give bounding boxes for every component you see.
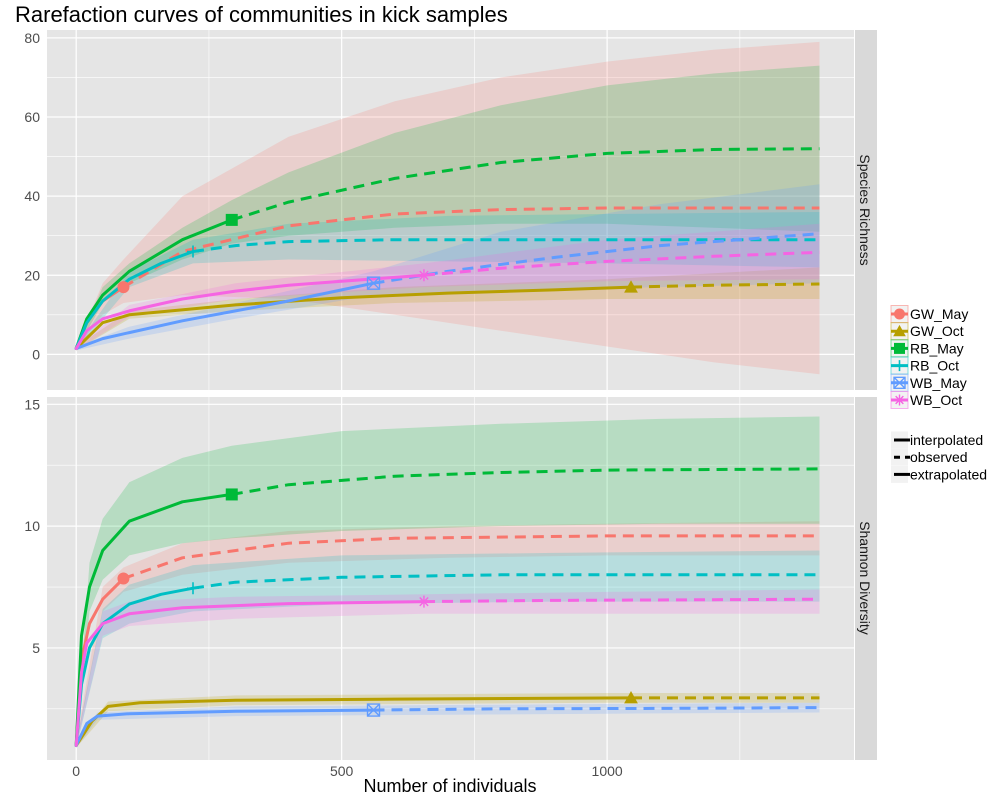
legend-item-extrapolated: extrapolated — [891, 465, 987, 483]
line-interpolated-WB_Oct — [74, 273, 426, 350]
facet-strip — [855, 397, 877, 760]
legend-item-RB_Oct: RB_Oct — [890, 356, 959, 375]
observed-points — [117, 213, 638, 294]
legend-label: observed — [910, 449, 968, 465]
line-interpolated-WB_May — [74, 281, 375, 350]
y-tick-label: 20 — [24, 267, 40, 283]
observed-point-GW_May — [117, 281, 130, 294]
facet-strip — [855, 30, 877, 390]
line-extrapolated-WB_Oct — [423, 250, 820, 277]
legend-key-shape — [894, 360, 905, 372]
y-tick-label: 10 — [24, 518, 40, 534]
legend-label: WB_Oct — [910, 392, 962, 408]
series-lines — [74, 467, 820, 747]
y-tick-label: 5 — [32, 640, 40, 656]
observed-point-RB_May — [225, 213, 238, 226]
x-tick-label: 0 — [72, 763, 80, 779]
line-extrapolated-GW_May — [123, 534, 820, 580]
observed-point-RB_Oct — [187, 245, 200, 258]
facet-label: Species Richness — [857, 154, 873, 265]
y-tick-label: 80 — [24, 30, 40, 46]
line-extrapolated-RB_Oct — [192, 573, 820, 590]
legend-item-observed: observed — [891, 448, 968, 466]
chart-title: Rarefaction curves of communities in kic… — [15, 2, 508, 27]
x-axis-title: Number of individuals — [363, 776, 536, 796]
y-tick-label: 0 — [32, 346, 40, 362]
line-extrapolated-WB_May — [373, 232, 820, 285]
ribbon-RB_May — [76, 65, 820, 351]
observed-point-GW_Oct — [624, 280, 638, 293]
y-tick-labels: 5 10 15 — [24, 396, 40, 656]
series-lines — [74, 147, 820, 350]
line-extrapolated-WB_May — [373, 706, 820, 712]
line-interpolated-RB_May — [74, 492, 234, 747]
ribbon-GW_May — [76, 521, 820, 748]
gridlines — [47, 30, 854, 390]
legend-key-shape — [894, 394, 905, 406]
legend-label: interpolated — [910, 432, 983, 448]
observed-point-GW_May — [117, 572, 130, 585]
observed-point-WB_May — [366, 276, 381, 290]
y-tick-label: 60 — [24, 109, 40, 125]
observed-point-RB_Oct — [187, 582, 200, 595]
line-interpolated-WB_Oct — [74, 600, 426, 747]
panel-species-richness: 0 20 40 60 80 Species Richness — [24, 30, 877, 390]
observed-points — [117, 488, 638, 717]
ribbon-WB_May — [76, 184, 820, 351]
legend-item-interpolated: interpolated — [891, 431, 983, 449]
legend-item-WB_May: WB_May — [890, 373, 967, 392]
legend-item-WB_Oct: WB_Oct — [890, 391, 962, 409]
observed-point-RB_May — [225, 488, 238, 501]
legend-label: WB_May — [910, 375, 967, 391]
ribbon-WB_Oct — [76, 589, 820, 748]
x-tick-label: 500 — [330, 763, 354, 779]
legend-label: RB_Oct — [910, 358, 959, 374]
legend-label: extrapolated — [910, 466, 987, 482]
legend-label: RB_May — [910, 340, 964, 356]
ribbon-WB_May — [76, 702, 820, 748]
legend-key-shape — [893, 324, 906, 337]
observed-point-GW_Oct — [624, 690, 638, 704]
facet-label: Shannon Diversity — [857, 521, 873, 635]
legend-label: GW_May — [910, 306, 968, 322]
line-extrapolated-RB_Oct — [192, 238, 820, 253]
line-extrapolated-RB_May — [231, 467, 820, 496]
legend-item-GW_Oct: GW_Oct — [890, 322, 964, 341]
panel-background — [47, 30, 854, 390]
x-tick-labels: 0 500 1000 — [72, 763, 623, 779]
legend-key-shape — [894, 308, 905, 320]
line-extrapolated-GW_Oct — [630, 282, 820, 289]
y-tick-label: 40 — [24, 188, 40, 204]
y-tick-label: 15 — [24, 396, 40, 412]
line-interpolated-WB_May — [74, 708, 375, 747]
observed-point-WB_Oct — [417, 595, 430, 608]
ribbon-RB_Oct — [76, 550, 820, 748]
line-extrapolated-RB_May — [231, 147, 820, 222]
legend-item-RB_May: RB_May — [890, 339, 964, 358]
y-tick-labels: 0 20 40 60 80 — [24, 30, 40, 362]
line-interpolated-RB_Oct — [74, 250, 195, 350]
observed-point-WB_May — [366, 703, 381, 717]
legend-label: GW_Oct — [910, 323, 964, 339]
ribbon-WB_Oct — [76, 223, 820, 351]
line-extrapolated-WB_Oct — [423, 597, 820, 604]
x-tick-label: 1000 — [592, 763, 623, 779]
legend-item-GW_May: GW_May — [890, 305, 968, 323]
panel-shannon-diversity: 5 10 15 Shannon Diversity — [24, 396, 877, 760]
observed-point-WB_Oct — [417, 269, 430, 282]
ribbon-RB_Oct — [76, 212, 820, 351]
legend-key-shape — [893, 376, 906, 389]
ribbon-RB_May — [76, 416, 820, 748]
legend-key-shape — [894, 342, 905, 354]
